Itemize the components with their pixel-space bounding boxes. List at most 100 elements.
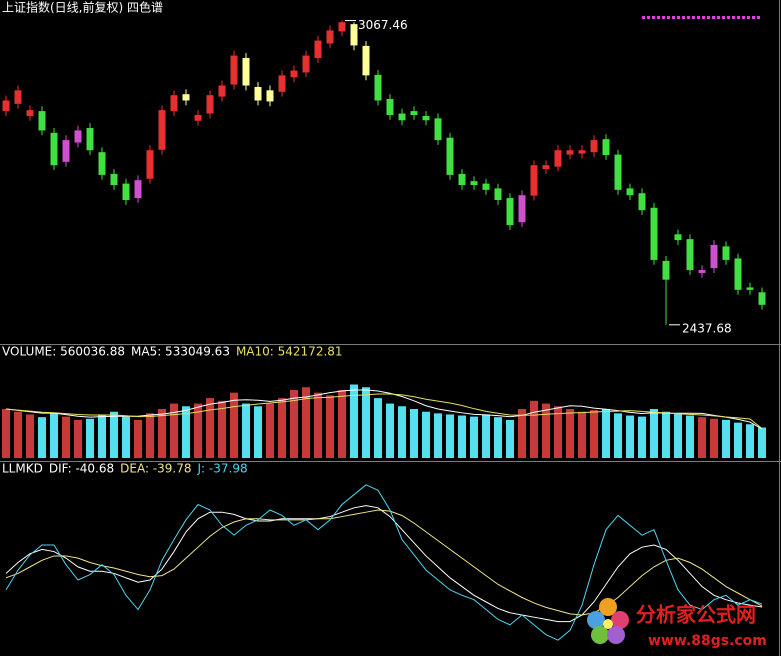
volume-bar — [758, 427, 766, 458]
candle-body — [194, 114, 202, 121]
volume-bar — [158, 409, 166, 458]
volume-bar — [110, 411, 118, 458]
watermark-title: 分析家公式网 — [636, 603, 756, 627]
candle-body — [86, 128, 94, 151]
volume-bar — [434, 413, 442, 458]
candle-body — [374, 74, 382, 101]
volume-bar — [326, 395, 334, 458]
volume-bar — [734, 422, 742, 458]
volume-bar — [530, 400, 538, 458]
candle-body — [578, 150, 586, 154]
legend-entry: LLMKD — [2, 462, 43, 476]
volume-bar — [578, 411, 586, 458]
candle-body — [602, 139, 610, 156]
watermark-url: www.88gs.com — [648, 633, 767, 649]
candle-body — [230, 55, 238, 85]
candle-body — [686, 239, 694, 271]
volume-bar — [386, 403, 394, 458]
legend-entry: VOLUME: 560036.88 — [2, 345, 125, 359]
candle-body — [386, 99, 394, 115]
candle-body — [206, 95, 214, 114]
candle-body — [506, 198, 514, 226]
legend-entry: DIF: -40.68 — [49, 462, 114, 476]
indicator-line — [5, 484, 763, 641]
volume-bar — [242, 403, 250, 458]
volume-bar — [674, 413, 682, 458]
candle-body — [434, 118, 442, 141]
candle-body — [50, 132, 58, 166]
candle-body — [170, 95, 178, 112]
candle-body — [350, 24, 358, 46]
candle-body — [278, 75, 286, 92]
candle-body — [746, 287, 754, 290]
volume-bar — [410, 409, 418, 458]
candle-body — [614, 154, 622, 190]
candle-body — [626, 188, 634, 196]
volume-bar — [746, 424, 754, 458]
candle-body — [722, 246, 730, 260]
low-annotation: 2437.68 — [682, 321, 732, 335]
volume-bar — [722, 419, 730, 458]
volume-bar — [698, 417, 706, 458]
volume-bar — [50, 413, 58, 458]
volume-bar — [506, 419, 514, 458]
volume-bar — [566, 409, 574, 458]
candle-body — [74, 130, 82, 143]
volume-bar — [62, 416, 70, 458]
candle-body — [542, 165, 550, 170]
volume-bar — [638, 416, 646, 458]
volume-bar — [146, 413, 154, 458]
volume-bar — [362, 387, 370, 458]
candle-body — [530, 165, 538, 196]
indicator-line — [5, 393, 763, 429]
candle-body — [422, 115, 430, 121]
candle-body — [14, 90, 22, 104]
candle-body — [338, 22, 346, 32]
volume-bar — [86, 418, 94, 458]
volume-bar — [170, 403, 178, 458]
candle-body — [326, 30, 334, 44]
candle-body — [638, 193, 646, 211]
candle-body — [2, 100, 10, 112]
candle-body — [158, 110, 166, 150]
volume-bar — [74, 419, 82, 458]
candle-body — [398, 113, 406, 121]
volume-bar — [122, 416, 130, 458]
logo-petal — [611, 611, 629, 629]
candle-body — [410, 111, 418, 115]
volume-bar — [602, 409, 610, 458]
candle-body — [458, 173, 466, 186]
candle-body — [710, 244, 718, 269]
legend-entry: MA10: 542172.81 — [236, 345, 343, 359]
volume-bar — [26, 414, 34, 458]
volume-bar — [350, 384, 358, 458]
volume-bar — [134, 419, 142, 458]
candle-body — [98, 152, 106, 175]
volume-bar — [458, 415, 466, 458]
candle-body — [758, 292, 766, 305]
watermark: 分析家公式网 www.88gs.com — [587, 598, 767, 649]
volume-bar — [374, 398, 382, 458]
volume-bar — [98, 414, 106, 458]
volume-bar — [206, 398, 214, 458]
volume-bar — [230, 392, 238, 458]
candle-body — [62, 140, 70, 162]
volume-bar — [710, 418, 718, 458]
indicator-line — [5, 505, 763, 623]
volume-bar — [626, 415, 634, 458]
candle-body — [446, 137, 454, 175]
volume-bar — [686, 415, 694, 458]
high-annotation: 3067.46 — [358, 18, 408, 32]
volume-bar — [470, 416, 478, 458]
candle-body — [314, 40, 322, 58]
candle-body — [218, 85, 226, 97]
volume-bar — [422, 411, 430, 458]
candle-body — [554, 150, 562, 167]
legend-entry: MA5: 533049.63 — [131, 345, 230, 359]
logo-petal — [599, 598, 617, 616]
candle-body — [362, 45, 370, 76]
volume-bar — [554, 406, 562, 458]
volume-bar — [38, 417, 46, 458]
candle-body — [482, 183, 490, 190]
